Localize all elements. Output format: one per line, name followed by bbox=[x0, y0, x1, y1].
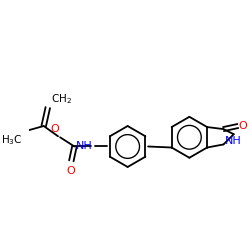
Text: O: O bbox=[239, 121, 248, 131]
Text: O: O bbox=[66, 166, 75, 176]
Text: O: O bbox=[50, 124, 59, 134]
Text: H$_3$C: H$_3$C bbox=[1, 133, 22, 147]
Text: CH$_2$: CH$_2$ bbox=[51, 92, 72, 106]
Text: NH: NH bbox=[225, 136, 242, 146]
Text: NH: NH bbox=[76, 142, 93, 152]
